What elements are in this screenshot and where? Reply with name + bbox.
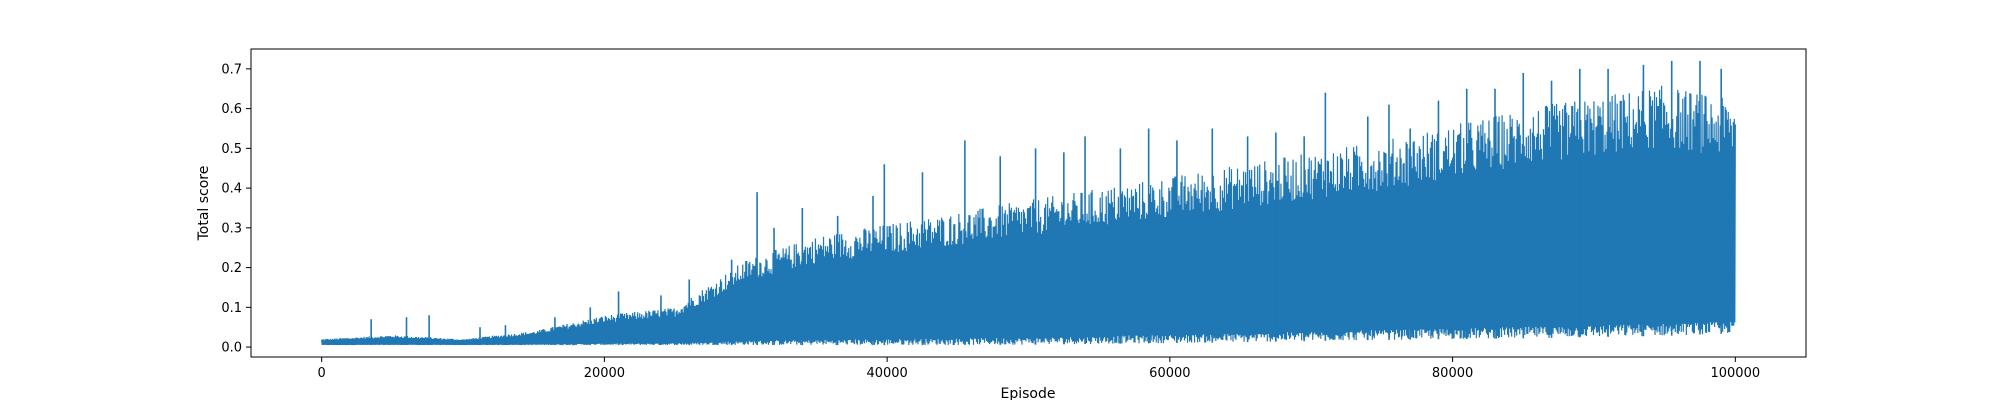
data-layer (321, 60, 1736, 346)
y-tick-label: 0.6 (221, 102, 242, 117)
y-axis-label: Total score (196, 166, 212, 242)
x-axis-label: Episode (1001, 386, 1056, 400)
x-tick-label: 100000 (1710, 366, 1760, 381)
x-tick-label: 60000 (1149, 366, 1190, 381)
x-tick-label: 20000 (584, 366, 625, 381)
series-line (321, 85, 1736, 346)
x-axis: 0 20000 40000 60000 80000 100000 (318, 357, 1760, 381)
y-tick-label: 0.0 (221, 341, 242, 356)
y-tick-label: 0.5 (221, 142, 242, 157)
y-tick-label: 0.4 (221, 182, 242, 197)
y-axis: 0.0 0.1 0.2 0.3 0.4 0.5 0.6 0.7 (221, 62, 251, 356)
y-tick-label: 0.2 (221, 261, 242, 276)
y-tick-label: 0.3 (221, 221, 242, 236)
x-tick-label: 80000 (1432, 366, 1473, 381)
y-tick-label: 0.1 (221, 301, 242, 316)
plot-frame (250, 48, 1807, 358)
y-tick-label: 0.7 (221, 62, 242, 77)
x-tick-label: 40000 (866, 366, 907, 381)
x-tick-label: 0 (318, 366, 326, 381)
